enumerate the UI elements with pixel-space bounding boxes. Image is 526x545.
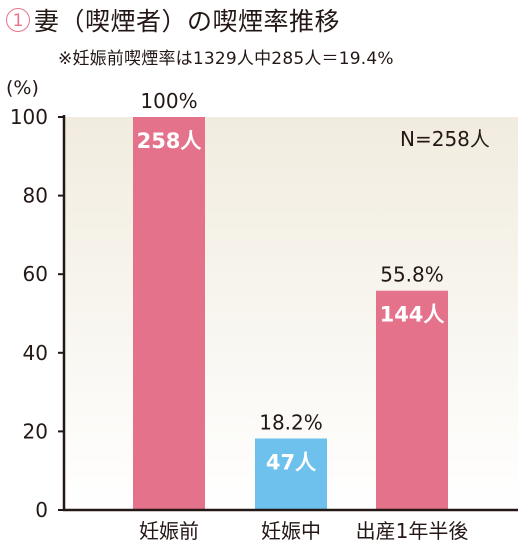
bar-count-label: 47人	[266, 450, 316, 474]
bar	[376, 290, 448, 510]
y-tick-label: 60	[23, 262, 48, 286]
y-tick-label: 20	[23, 419, 48, 443]
x-tick-label: 妊娠中	[261, 519, 321, 543]
title-number-badge: 1	[6, 8, 30, 32]
sample-size-annotation: N=258人	[400, 127, 490, 151]
bar-percent-label: 100%	[140, 89, 197, 113]
y-tick-label: 40	[23, 341, 48, 365]
y-tick-label: 100	[10, 105, 48, 129]
y-tick-label: 80	[23, 184, 48, 208]
chart-subtitle: ※妊娠前喫煙率は1329人中285人＝19.4%	[58, 49, 394, 69]
bar-count-label: 258人	[137, 129, 202, 153]
x-tick-label: 妊娠前	[139, 519, 199, 543]
x-tick-label: 出産1年半後	[356, 519, 469, 543]
bar	[255, 438, 327, 510]
bar-count-label: 144人	[380, 303, 445, 327]
bar-percent-label: 55.8%	[380, 263, 444, 287]
title-text: 妻（喫煙者）の喫煙率推移	[34, 7, 341, 36]
bar	[133, 117, 205, 510]
chart-title: 1 妻（喫煙者）の喫煙率推移	[6, 2, 340, 38]
bar-percent-label: 18.2%	[259, 410, 323, 434]
y-tick-label: 0	[35, 498, 48, 522]
y-axis-label: (%)	[6, 77, 39, 99]
